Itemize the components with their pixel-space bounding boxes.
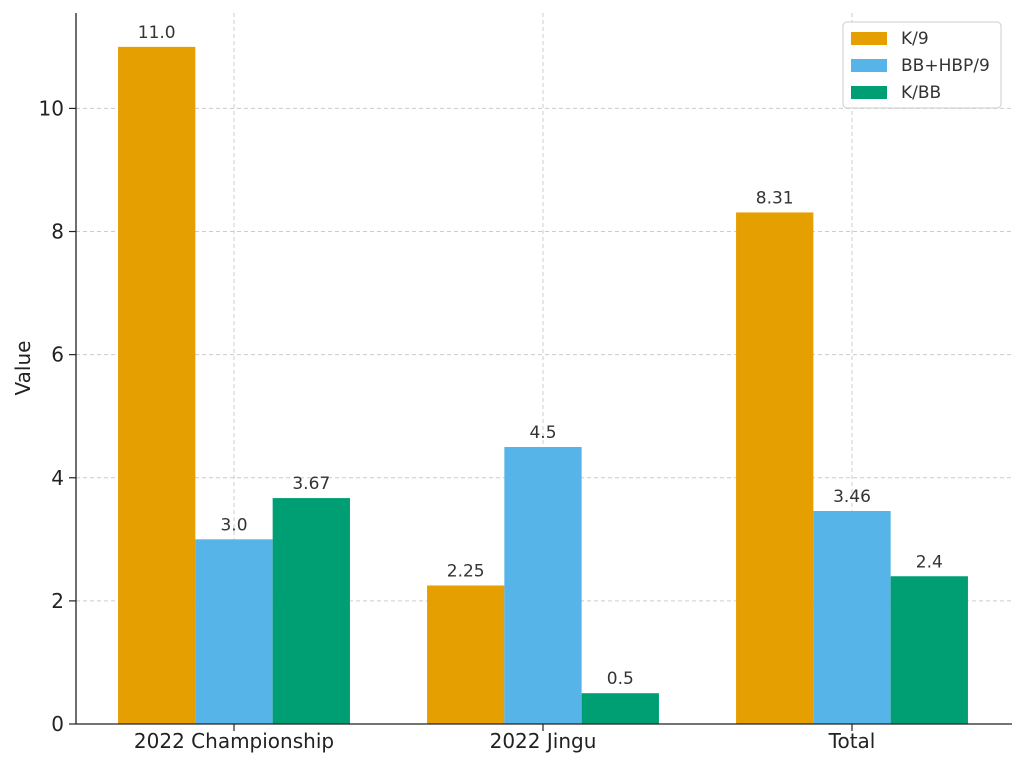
bar-k-9-2 (736, 212, 814, 725)
bar-value-label: 2.4 (916, 552, 943, 572)
x-tick-label: Total (828, 729, 876, 753)
y-tick-label: 8 (51, 220, 64, 244)
y-axis-label: Value (11, 341, 35, 396)
legend-swatch (851, 59, 887, 72)
y-tick-label: 2 (51, 589, 64, 613)
bar-k-9-1 (427, 585, 505, 724)
bars (118, 46, 968, 725)
bar-bb-hbp-9-2 (813, 511, 891, 724)
y-tick-label: 0 (51, 712, 64, 736)
y-tick-label: 4 (51, 466, 64, 490)
legend-label: K/BB (901, 83, 941, 103)
bar-value-label: 11.0 (138, 23, 176, 43)
legend-swatch (851, 86, 887, 99)
bar-value-label: 3.0 (220, 515, 247, 535)
bar-k-bb-2 (890, 576, 968, 724)
data-labels: 11.0 2.25 8.31 3.0 4.5 3.46 3.67 0.5 2.4 (138, 23, 943, 689)
bar-value-label: 3.67 (292, 474, 330, 494)
bar-value-label: 0.5 (607, 669, 634, 689)
bar-k-bb-1 (581, 693, 659, 724)
bar-value-label: 8.31 (756, 188, 794, 208)
legend-label: K/9 (901, 29, 929, 49)
bar-bb-hbp-9-1 (504, 446, 582, 724)
axes: 0 2 4 6 8 10 2022 Championship 2022 Jingu Total (39, 13, 1012, 753)
bar-value-label: 2.25 (447, 561, 485, 581)
legend-swatch (851, 32, 887, 45)
bar-value-label: 4.5 (529, 423, 556, 443)
bar-k-9-0 (118, 46, 196, 725)
y-tick-label: 6 (51, 343, 64, 367)
x-tick-label: 2022 Jingu (490, 729, 597, 753)
legend: K/9 BB+HBP/9 K/BB (842, 21, 1002, 109)
bar-bb-hbp-9-0 (195, 539, 273, 724)
x-tick-label: 2022 Championship (134, 729, 334, 753)
y-tick-label: 10 (39, 96, 64, 120)
bar-k-bb-0 (272, 498, 350, 724)
bar-value-label: 3.46 (833, 487, 871, 507)
legend-label: BB+HBP/9 (901, 56, 990, 76)
